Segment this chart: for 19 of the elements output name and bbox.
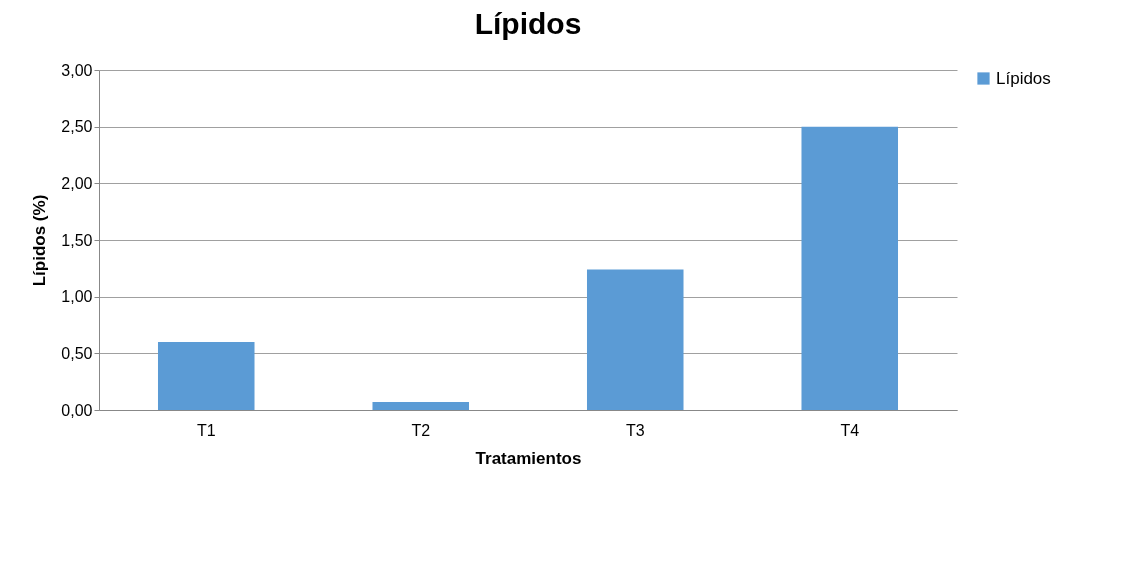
y-tick-label: 2,00 [61, 174, 93, 192]
bar [586, 269, 684, 410]
x-tick-label: T1 [196, 421, 216, 439]
y-tick-label: 3,00 [61, 61, 93, 79]
bar [157, 342, 255, 410]
x-tick-label: T4 [840, 421, 860, 439]
x-axis-title: Tratamientos [475, 448, 582, 468]
bar [801, 126, 899, 410]
y-axis-title: Lípidos (%) [30, 194, 50, 287]
x-tick-label: T2 [411, 421, 431, 439]
x-tick-label: T3 [625, 421, 645, 439]
y-tick-label: 1,50 [61, 231, 93, 249]
chart-title: Lípidos [474, 7, 582, 40]
y-tick-label: 2,50 [61, 118, 93, 136]
legend-label: Lípidos [996, 68, 1051, 88]
y-tick-label: 0,00 [61, 401, 93, 419]
y-tick-label: 1,00 [61, 288, 93, 306]
bar [372, 402, 470, 410]
y-tick-label: 0,50 [61, 344, 93, 362]
